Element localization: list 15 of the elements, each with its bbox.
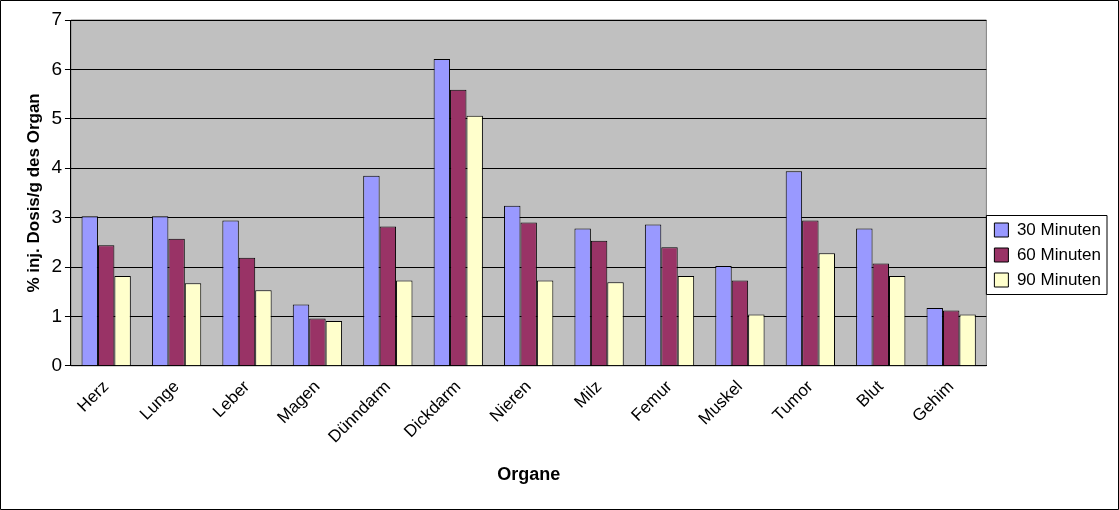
x-tick-label: Blut bbox=[852, 376, 888, 411]
y-tick-label: 5 bbox=[51, 107, 62, 129]
y-tick-label: 2 bbox=[51, 255, 62, 277]
legend-label: 30 Minuten bbox=[1016, 219, 1102, 239]
y-tick-label: 0 bbox=[51, 354, 62, 376]
x-axis-title: Organe bbox=[497, 464, 561, 485]
y-tick-label: 3 bbox=[51, 205, 62, 227]
legend-label: 90 Minuten bbox=[1016, 269, 1102, 289]
y-tick-label: 1 bbox=[51, 304, 62, 326]
y-tick-label: 4 bbox=[51, 156, 63, 178]
legend-label: 60 Minuten bbox=[1016, 244, 1102, 264]
x-tick-label: Milz bbox=[570, 376, 606, 412]
y-tick-label: 7 bbox=[51, 8, 62, 30]
y-tick-label: 6 bbox=[51, 57, 62, 79]
y-axis-title: % inj. Dosis/g des Organ bbox=[23, 93, 43, 293]
